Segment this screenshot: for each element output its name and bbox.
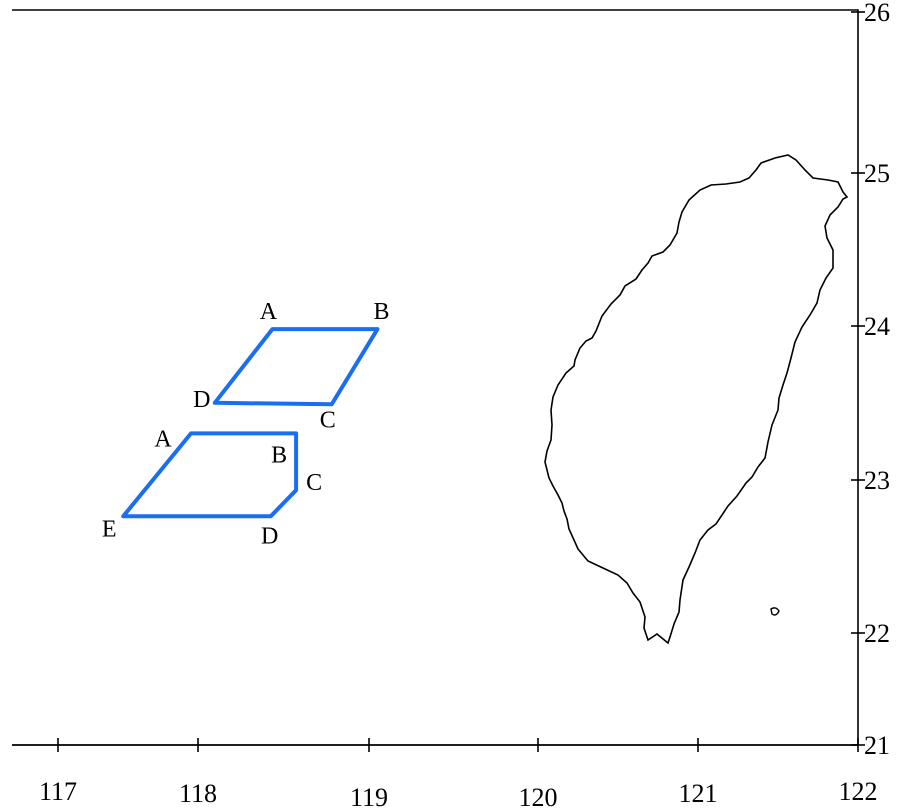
x-tick-label: 117 [39, 777, 77, 806]
taiwan-coastline [544, 154, 849, 645]
y-axis-ticks: 21 22 23 24 25 26 [851, 0, 890, 760]
x-tick-label: 121 [679, 779, 718, 808]
zone-upper-vertex-b-label: B [373, 299, 389, 325]
zones [121, 327, 380, 519]
zone-lower-vertex-e-label: E [102, 516, 117, 542]
zone-lower-outline [121, 431, 299, 519]
y-tick-label: 26 [864, 0, 890, 27]
zone-lower-vertex-c-label: C [306, 470, 322, 496]
x-tick-label: 122 [839, 777, 878, 806]
y-tick-label: 21 [864, 731, 890, 760]
x-axis-ticks: 117 118 119 120 121 122 [39, 738, 878, 810]
islet [770, 607, 780, 616]
x-tick-label: 120 [519, 783, 558, 810]
zone-lower-vertex-d-label: D [261, 523, 278, 549]
zone-upper-vertex-a-label: A [260, 299, 278, 325]
zone-lower-vertex-a-label: A [154, 426, 172, 452]
zone-upper-outline [212, 327, 380, 407]
zone-upper-vertex-d-label: D [193, 387, 210, 413]
x-tick-label: 119 [350, 783, 388, 810]
y-tick-label: 22 [864, 619, 890, 648]
zone-upper-vertex-c-label: C [320, 407, 336, 433]
y-tick-label: 24 [864, 312, 890, 341]
map-frame [12, 9, 859, 746]
zone-lower-vertex-b-label: B [271, 442, 287, 468]
y-tick-label: 23 [864, 466, 890, 495]
x-tick-label: 118 [179, 779, 217, 808]
axes [12, 9, 859, 746]
y-tick-label: 25 [864, 159, 890, 188]
